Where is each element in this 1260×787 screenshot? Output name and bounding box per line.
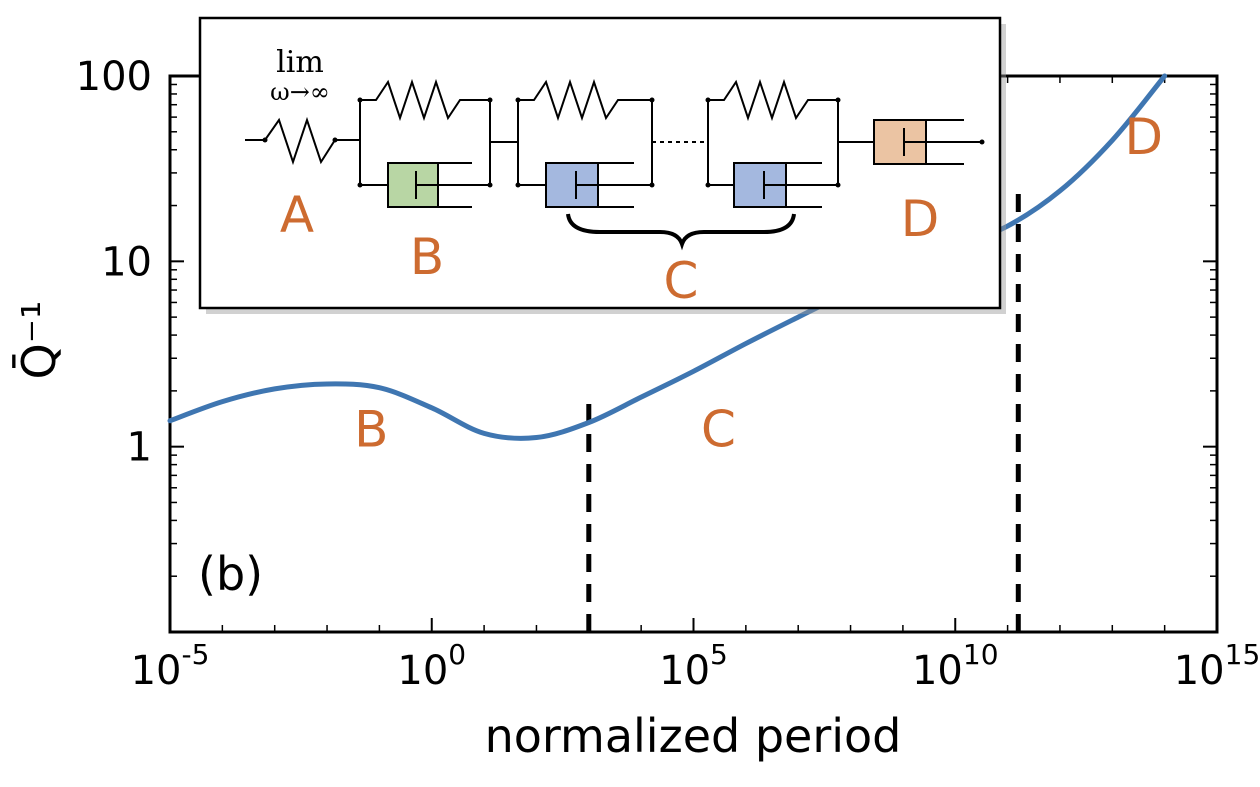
brace-c bbox=[566, 213, 796, 251]
x-tick-label: 10-5 bbox=[131, 638, 210, 694]
limit-bottom: ω→∞ bbox=[270, 78, 330, 106]
panel-label: (b) bbox=[198, 547, 263, 601]
spring-c2 bbox=[708, 78, 838, 122]
region-label: D bbox=[1125, 108, 1164, 166]
inset-label-b: B bbox=[410, 228, 444, 286]
x-tick-label: 105 bbox=[659, 638, 728, 694]
region-label: C bbox=[701, 401, 736, 459]
inset-label-a: A bbox=[280, 186, 314, 244]
x-axis-label: normalized period bbox=[485, 709, 902, 763]
y-axis-label: Q̄⁻¹ bbox=[12, 301, 66, 380]
inset-schematic: lim ω→∞ bbox=[198, 16, 1006, 314]
x-tick-label: 1015 bbox=[1174, 638, 1260, 694]
y-tick-label: 100 bbox=[76, 54, 152, 100]
limit-top: lim bbox=[276, 45, 324, 80]
series-line bbox=[167, 73, 1168, 441]
x-tick-labels: 10-5 100 105 1010 1015 bbox=[131, 638, 1260, 694]
spring-c1 bbox=[518, 78, 652, 122]
x-tick-label: 1010 bbox=[912, 638, 999, 694]
y-tick-labels: 1 10 100 bbox=[76, 54, 152, 471]
dashed-lines bbox=[586, 190, 1021, 632]
y-tick-label: 1 bbox=[127, 425, 152, 471]
circuit-nodes bbox=[262, 97, 985, 188]
spring-a bbox=[245, 116, 360, 166]
x-tick-label: 100 bbox=[397, 638, 466, 694]
region-labels: B C D bbox=[354, 108, 1163, 459]
region-label: B bbox=[354, 401, 388, 459]
inset-label-c: C bbox=[664, 252, 699, 310]
inset-label-d: D bbox=[901, 190, 940, 248]
spring-b bbox=[360, 78, 490, 122]
y-tick-label: 10 bbox=[101, 239, 152, 285]
